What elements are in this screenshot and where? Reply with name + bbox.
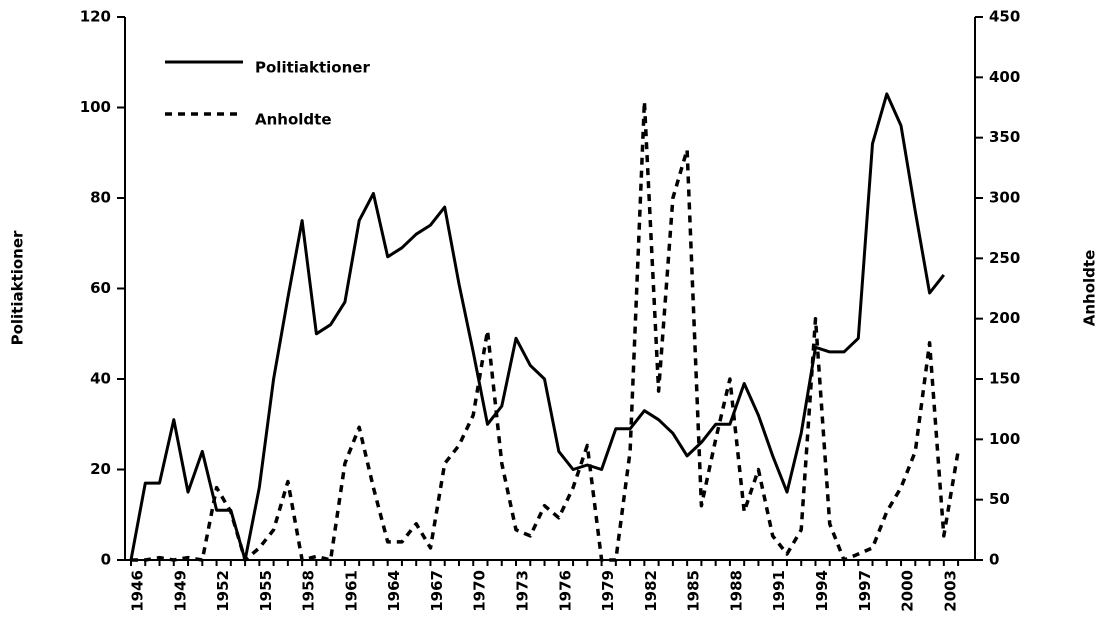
x-tick-label: 1946 [129,570,147,612]
x-tick-label: 1982 [642,570,660,612]
x-tick-label: 2003 [941,570,959,612]
x-tick-label: 1955 [257,570,275,612]
legend-label: Anholdte [255,111,332,129]
x-tick-label: 1949 [171,570,189,612]
y-tick-label: 60 [90,279,111,297]
y2-tick-label: 250 [989,249,1020,267]
y2-tick-label: 100 [989,430,1020,448]
x-tick-label: 1979 [599,570,617,612]
y-tick-label: 120 [80,8,111,26]
y2-tick-label: 150 [989,370,1020,388]
y2-tick-label: 300 [989,189,1020,207]
y-axis-label: Politiaktioner [9,230,27,345]
x-tick-label: 1958 [300,570,318,612]
y2-axis-label: Anholdte [1081,250,1099,327]
x-tick-label: 1985 [685,570,703,612]
x-tick-label: 1994 [813,570,831,612]
x-tick-label: 1967 [428,570,446,612]
y2-tick-label: 50 [989,490,1010,508]
y-tick-label: 0 [101,551,111,569]
x-tick-label: 1961 [342,570,360,612]
x-tick-label: 1970 [471,570,489,612]
y2-tick-label: 400 [989,68,1020,86]
x-tick-label: 1988 [727,570,745,612]
x-tick-label: 2000 [899,570,917,612]
y2-tick-label: 350 [989,128,1020,146]
series-line [131,99,960,562]
x-tick-label: 1964 [385,570,403,612]
y2-tick-label: 450 [989,8,1020,26]
legend-label: Politiaktioner [255,59,370,77]
y-tick-label: 20 [90,460,111,478]
y2-tick-label: 200 [989,309,1020,327]
y-tick-label: 40 [90,370,111,388]
x-tick-label: 1991 [770,570,788,612]
y2-tick-label: 0 [989,551,999,569]
y-tick-label: 100 [80,98,111,116]
x-tick-label: 1952 [214,570,232,612]
series-line [129,92,945,562]
y-tick-label: 80 [90,189,111,207]
x-tick-label: 1997 [856,570,874,612]
x-tick-label: 1976 [556,570,574,612]
x-tick-label: 1973 [514,570,532,612]
